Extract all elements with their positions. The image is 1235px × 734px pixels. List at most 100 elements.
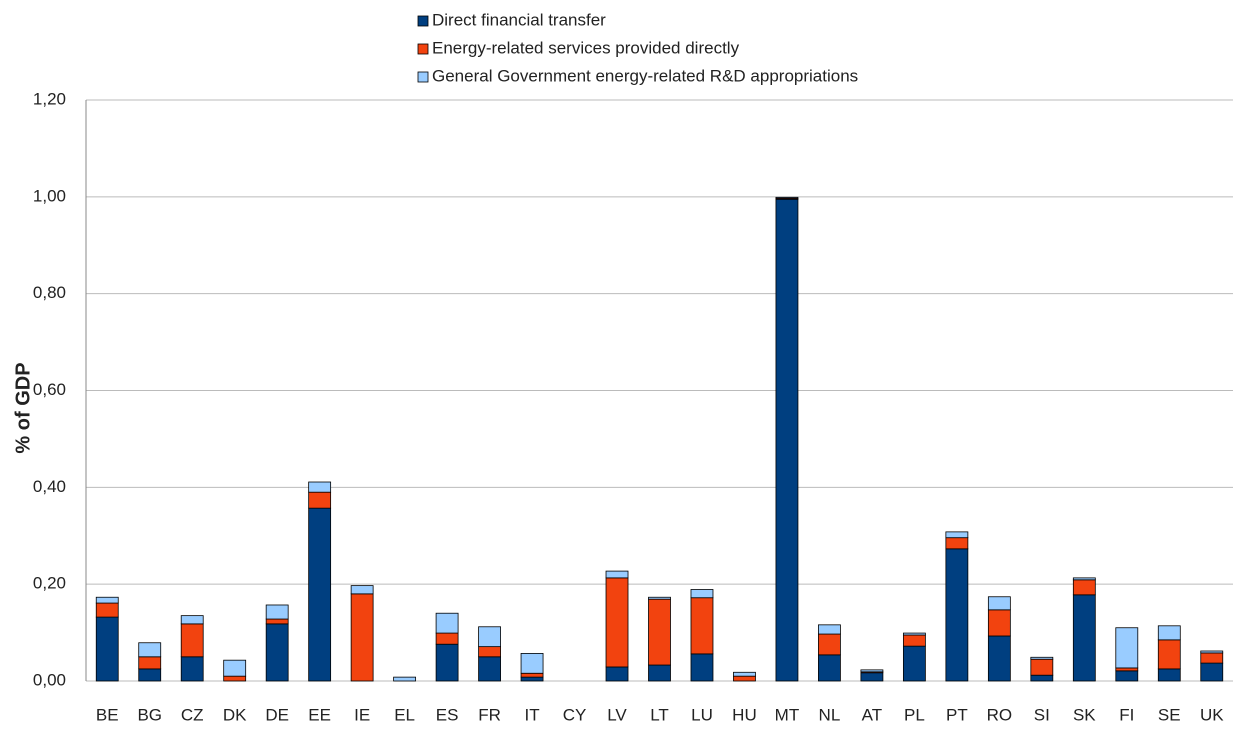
x-tick-label: LT [650,705,669,724]
bar-segment [987,635,1011,682]
bar-segment [648,598,671,666]
y-tick-label: 0,80 [33,283,66,302]
legend-swatch [417,43,429,55]
bar-segment [1030,656,1054,660]
x-tick-label: PT [946,705,968,724]
bar-segment [350,585,374,595]
bar-segment [478,656,501,682]
bar-segment [1030,674,1054,682]
bar-segment [138,656,162,670]
x-tick-label: DE [265,705,289,724]
bar-segment [648,664,671,682]
legend-label: Direct financial transfer [432,10,606,29]
bar-segment [180,615,204,625]
bar-segment [180,623,204,658]
bar-segment [648,596,671,600]
bar-segment [860,669,884,673]
bar-segment [265,604,289,620]
bar-segment [987,596,1011,611]
x-tick-label: RO [987,705,1013,724]
bar-segment [987,609,1011,637]
bar-segment [95,596,119,604]
legend-label: General Government energy-related R&D ap… [432,66,858,85]
bar-segment [520,672,544,678]
x-tick-label: UK [1200,705,1224,724]
legend-label: Energy-related services provided directl… [432,38,740,57]
bar-segment [223,675,247,682]
bar-segment [435,643,459,682]
x-tick-label: LU [691,705,713,724]
x-tick-label: LV [607,705,627,724]
bar-segment [690,653,714,682]
bar-segment [733,675,756,682]
y-tick-label: 0,20 [33,574,66,593]
x-tick-label: CZ [181,705,204,724]
bar-segment [1115,667,1139,672]
bar-segment [350,593,374,682]
bar-segment [1072,579,1096,596]
y-tick-label: 0,40 [33,477,66,496]
x-tick-label: AT [862,705,882,724]
x-tick-label: BG [137,705,162,724]
y-tick-label: 1,20 [33,89,66,108]
bar-segment [1072,594,1096,682]
x-tick-label: CY [563,705,587,724]
bar-segment [1200,662,1224,682]
bar-segment [1200,650,1224,654]
bar-segment [265,623,289,682]
y-axis-label: % of GDP [12,362,34,453]
bar-segment [1072,577,1096,581]
bar-segment [818,624,841,635]
bar-segment [818,633,841,656]
bar-segment [520,676,544,682]
bar-segment [95,602,119,618]
bar-segment [308,507,332,682]
bar-segment [690,589,714,599]
bar-segment [1157,639,1181,670]
bar-segment [818,654,841,682]
bar-segment [138,642,162,658]
x-tick-label: SE [1158,705,1181,724]
bar-segment [308,491,332,509]
bar-segment [1115,627,1139,669]
bar-segment [1200,652,1224,664]
bar-segment [605,666,629,682]
x-tick-label: BE [96,705,119,724]
bar-segment [605,577,629,668]
x-tick-label: MT [775,705,800,724]
x-tick-label: NL [819,705,841,724]
legend-swatch [417,71,429,83]
bar-segment [520,653,544,674]
y-tick-label: 0,60 [33,380,66,399]
bar-segment [393,676,417,682]
bar-segment [1115,670,1139,682]
bar-segment [945,537,969,550]
bar-segment [265,618,289,625]
x-tick-label: HU [732,705,757,724]
x-tick-label: DK [223,705,247,724]
bar-segment [860,672,884,682]
bar-segment [605,570,629,579]
bar-segment [1030,658,1054,676]
x-tick-label: SI [1034,705,1050,724]
bar-segment [902,634,926,647]
bar-segment [435,632,459,645]
y-tick-label: 1,00 [33,186,66,205]
bar-segment [902,645,926,682]
y-tick-label: 0,00 [33,670,66,689]
bar-segment [902,632,926,636]
bar-segment [733,671,756,677]
bar-segment [1157,625,1181,641]
bar-segment [945,548,969,682]
x-tick-label: ES [436,705,459,724]
x-tick-label: FI [1119,705,1134,724]
bar-segment [138,668,162,682]
bar-segment [690,597,714,655]
bar-segment [223,659,247,677]
bar-segment [95,616,119,682]
x-tick-label: EE [308,705,331,724]
bar-segment [775,198,799,682]
x-tick-label: EL [394,705,415,724]
bar-segment [775,196,799,199]
